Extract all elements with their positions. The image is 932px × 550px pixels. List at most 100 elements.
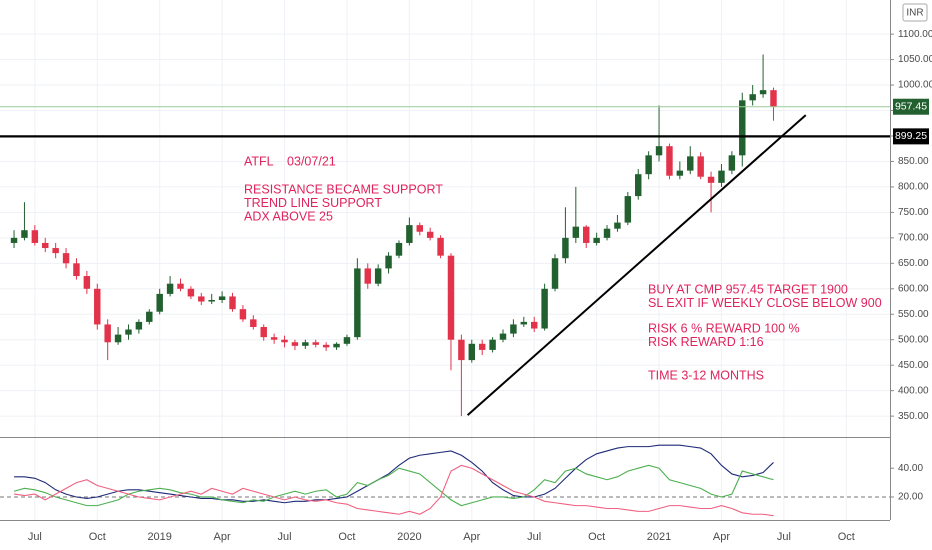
y-tick-label: 600.00 (898, 283, 929, 294)
candle-body (437, 237, 444, 256)
x-tick-label: Jul (777, 531, 791, 543)
x-tick-label: 2021 (647, 531, 671, 543)
x-tick-label: Jul (527, 531, 541, 543)
candle-body (260, 326, 267, 338)
support-badge (893, 128, 929, 145)
annotation: RESISTANCE BECAME SUPPORT (244, 182, 443, 196)
last-price-label: 957.45 (895, 101, 927, 113)
candle-body (614, 222, 621, 229)
candle-body (624, 196, 632, 223)
candle-body (104, 324, 111, 343)
x-tick-label: Oct (89, 531, 106, 543)
annotation: ADX ABOVE 25 (244, 209, 333, 223)
x-tick-label: Oct (338, 531, 355, 543)
candle-body (406, 225, 413, 243)
y-tick-label: 750.00 (898, 207, 929, 218)
annotation: ATFL 03/07/21 (244, 154, 336, 168)
candle-body (635, 174, 642, 197)
candle-body (770, 90, 777, 107)
currency-box[interactable] (902, 3, 928, 22)
candle-body (166, 283, 174, 294)
x-tick-label: Jul (28, 531, 42, 543)
trend-line (466, 114, 807, 416)
candle-body (187, 288, 195, 297)
x-tick-label: Oct (838, 531, 855, 543)
currency: INR (906, 8, 923, 19)
candle-body (655, 146, 663, 156)
y-tick-label: 850.00 (898, 156, 929, 167)
candle-body (146, 311, 153, 322)
y-tick-label: 700.00 (898, 232, 929, 243)
y2-tick-label: 20.00 (898, 492, 923, 503)
candle-body (739, 100, 746, 156)
y2-tick-label: 40.00 (898, 463, 923, 474)
candle-body (322, 344, 330, 348)
candle-body (374, 268, 382, 284)
candle-body (62, 253, 70, 264)
candle-body (83, 276, 91, 289)
candle-body (499, 333, 507, 340)
candle-body (520, 321, 528, 325)
candle-body (572, 226, 580, 238)
candle-body (270, 337, 278, 340)
candle-body (42, 242, 49, 249)
candle-body (333, 343, 340, 348)
candle-body (416, 225, 423, 232)
candle-body (489, 339, 496, 350)
y-tick-label: 800.00 (898, 182, 929, 193)
x-tick-label: Apr (463, 531, 480, 543)
candle-body (562, 237, 569, 259)
y-tick-label: 550.00 (898, 309, 929, 320)
candle-body (343, 337, 351, 344)
candle-body (229, 296, 236, 310)
candle-body (697, 156, 704, 177)
candle-body (593, 237, 600, 243)
candle-body (73, 263, 80, 277)
y-tick-label: 1000.00 (898, 80, 932, 91)
candle-body (603, 228, 611, 238)
candle-body (458, 339, 465, 361)
x-tick-label: Oct (588, 531, 605, 543)
x-tick-label: 2020 (397, 531, 421, 543)
candle-body (114, 334, 122, 343)
x-tick-label: Apr (214, 531, 231, 543)
candle-body (354, 268, 361, 338)
y-tick-label: 1100.00 (898, 29, 932, 40)
candle-body (468, 343, 476, 361)
candle-body (208, 299, 215, 302)
candle-body (687, 156, 694, 171)
candle-body (135, 321, 143, 330)
x-tick-label: Jul (277, 531, 291, 543)
candle-body (676, 170, 684, 176)
annotation: BUY AT CMP 957.45 TARGET 1900 (648, 282, 848, 296)
annotation: TIME 3-12 MONTHS (648, 368, 764, 382)
candle-body (52, 248, 59, 254)
candle-body (312, 342, 319, 345)
candle-body (728, 155, 736, 171)
support-label: 899.25 (895, 130, 927, 142)
indicator-line (13, 464, 774, 507)
candle-body (250, 319, 257, 327)
candle-body (426, 231, 434, 238)
candle-body (94, 288, 101, 325)
y-tick-label: 650.00 (898, 258, 929, 269)
candle-body (281, 339, 288, 343)
candle-body (645, 155, 652, 175)
candle-body (395, 242, 403, 256)
candle-body (239, 309, 247, 320)
indicator-line (13, 464, 774, 517)
y-tick-label: 500.00 (898, 334, 929, 345)
y-tick-label: 350.00 (898, 411, 929, 422)
candle-body (551, 258, 559, 289)
candle-body (385, 255, 392, 269)
candle-body (364, 268, 371, 284)
candle-body (291, 342, 299, 346)
x-tick-label: 2019 (147, 531, 171, 543)
candle-body (218, 296, 226, 300)
candle-body (749, 94, 756, 101)
candle-body (530, 321, 538, 329)
x-tick-label: Apr (713, 531, 730, 543)
candle-body (31, 230, 39, 243)
